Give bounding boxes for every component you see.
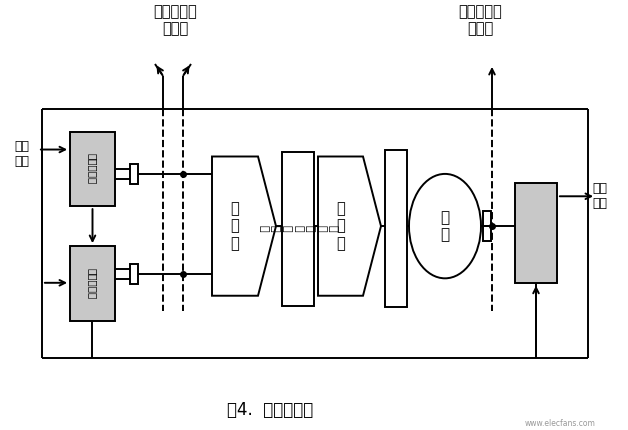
Bar	[515, 183, 557, 283]
Bar	[130, 264, 138, 284]
Text: www.elecfans.com: www.elecfans.com	[524, 418, 595, 427]
Bar	[282, 151, 314, 306]
Bar	[70, 132, 115, 206]
Ellipse shape	[409, 174, 481, 278]
Bar	[483, 211, 491, 241]
Text: 标
记: 标 记	[440, 210, 450, 243]
Text: 流
水
线
级
存
储
器: 流 水 线 级 存 储 器	[258, 225, 338, 232]
Text: 低
位
加: 低 位 加	[230, 201, 239, 251]
Text: 扫描
输出: 扫描 输出	[592, 182, 607, 210]
Bar	[130, 164, 138, 184]
Text: 来自其他层
的总线: 来自其他层 的总线	[153, 4, 197, 37]
Text: 扫描触存路: 扫描触存路	[87, 154, 97, 184]
Text: 扫描
输入: 扫描 输入	[14, 139, 30, 168]
Text: 高
位
加: 高 位 加	[336, 201, 345, 251]
Bar	[70, 246, 115, 321]
Text: 图4.  扫描链设计: 图4. 扫描链设计	[227, 401, 313, 419]
Bar	[385, 150, 407, 307]
Text: 路存触描扫: 路存触描扫	[87, 268, 97, 299]
Polygon shape	[318, 157, 381, 296]
Polygon shape	[212, 157, 276, 296]
Text: 通往其他层
的总线: 通往其他层 的总线	[458, 4, 502, 37]
